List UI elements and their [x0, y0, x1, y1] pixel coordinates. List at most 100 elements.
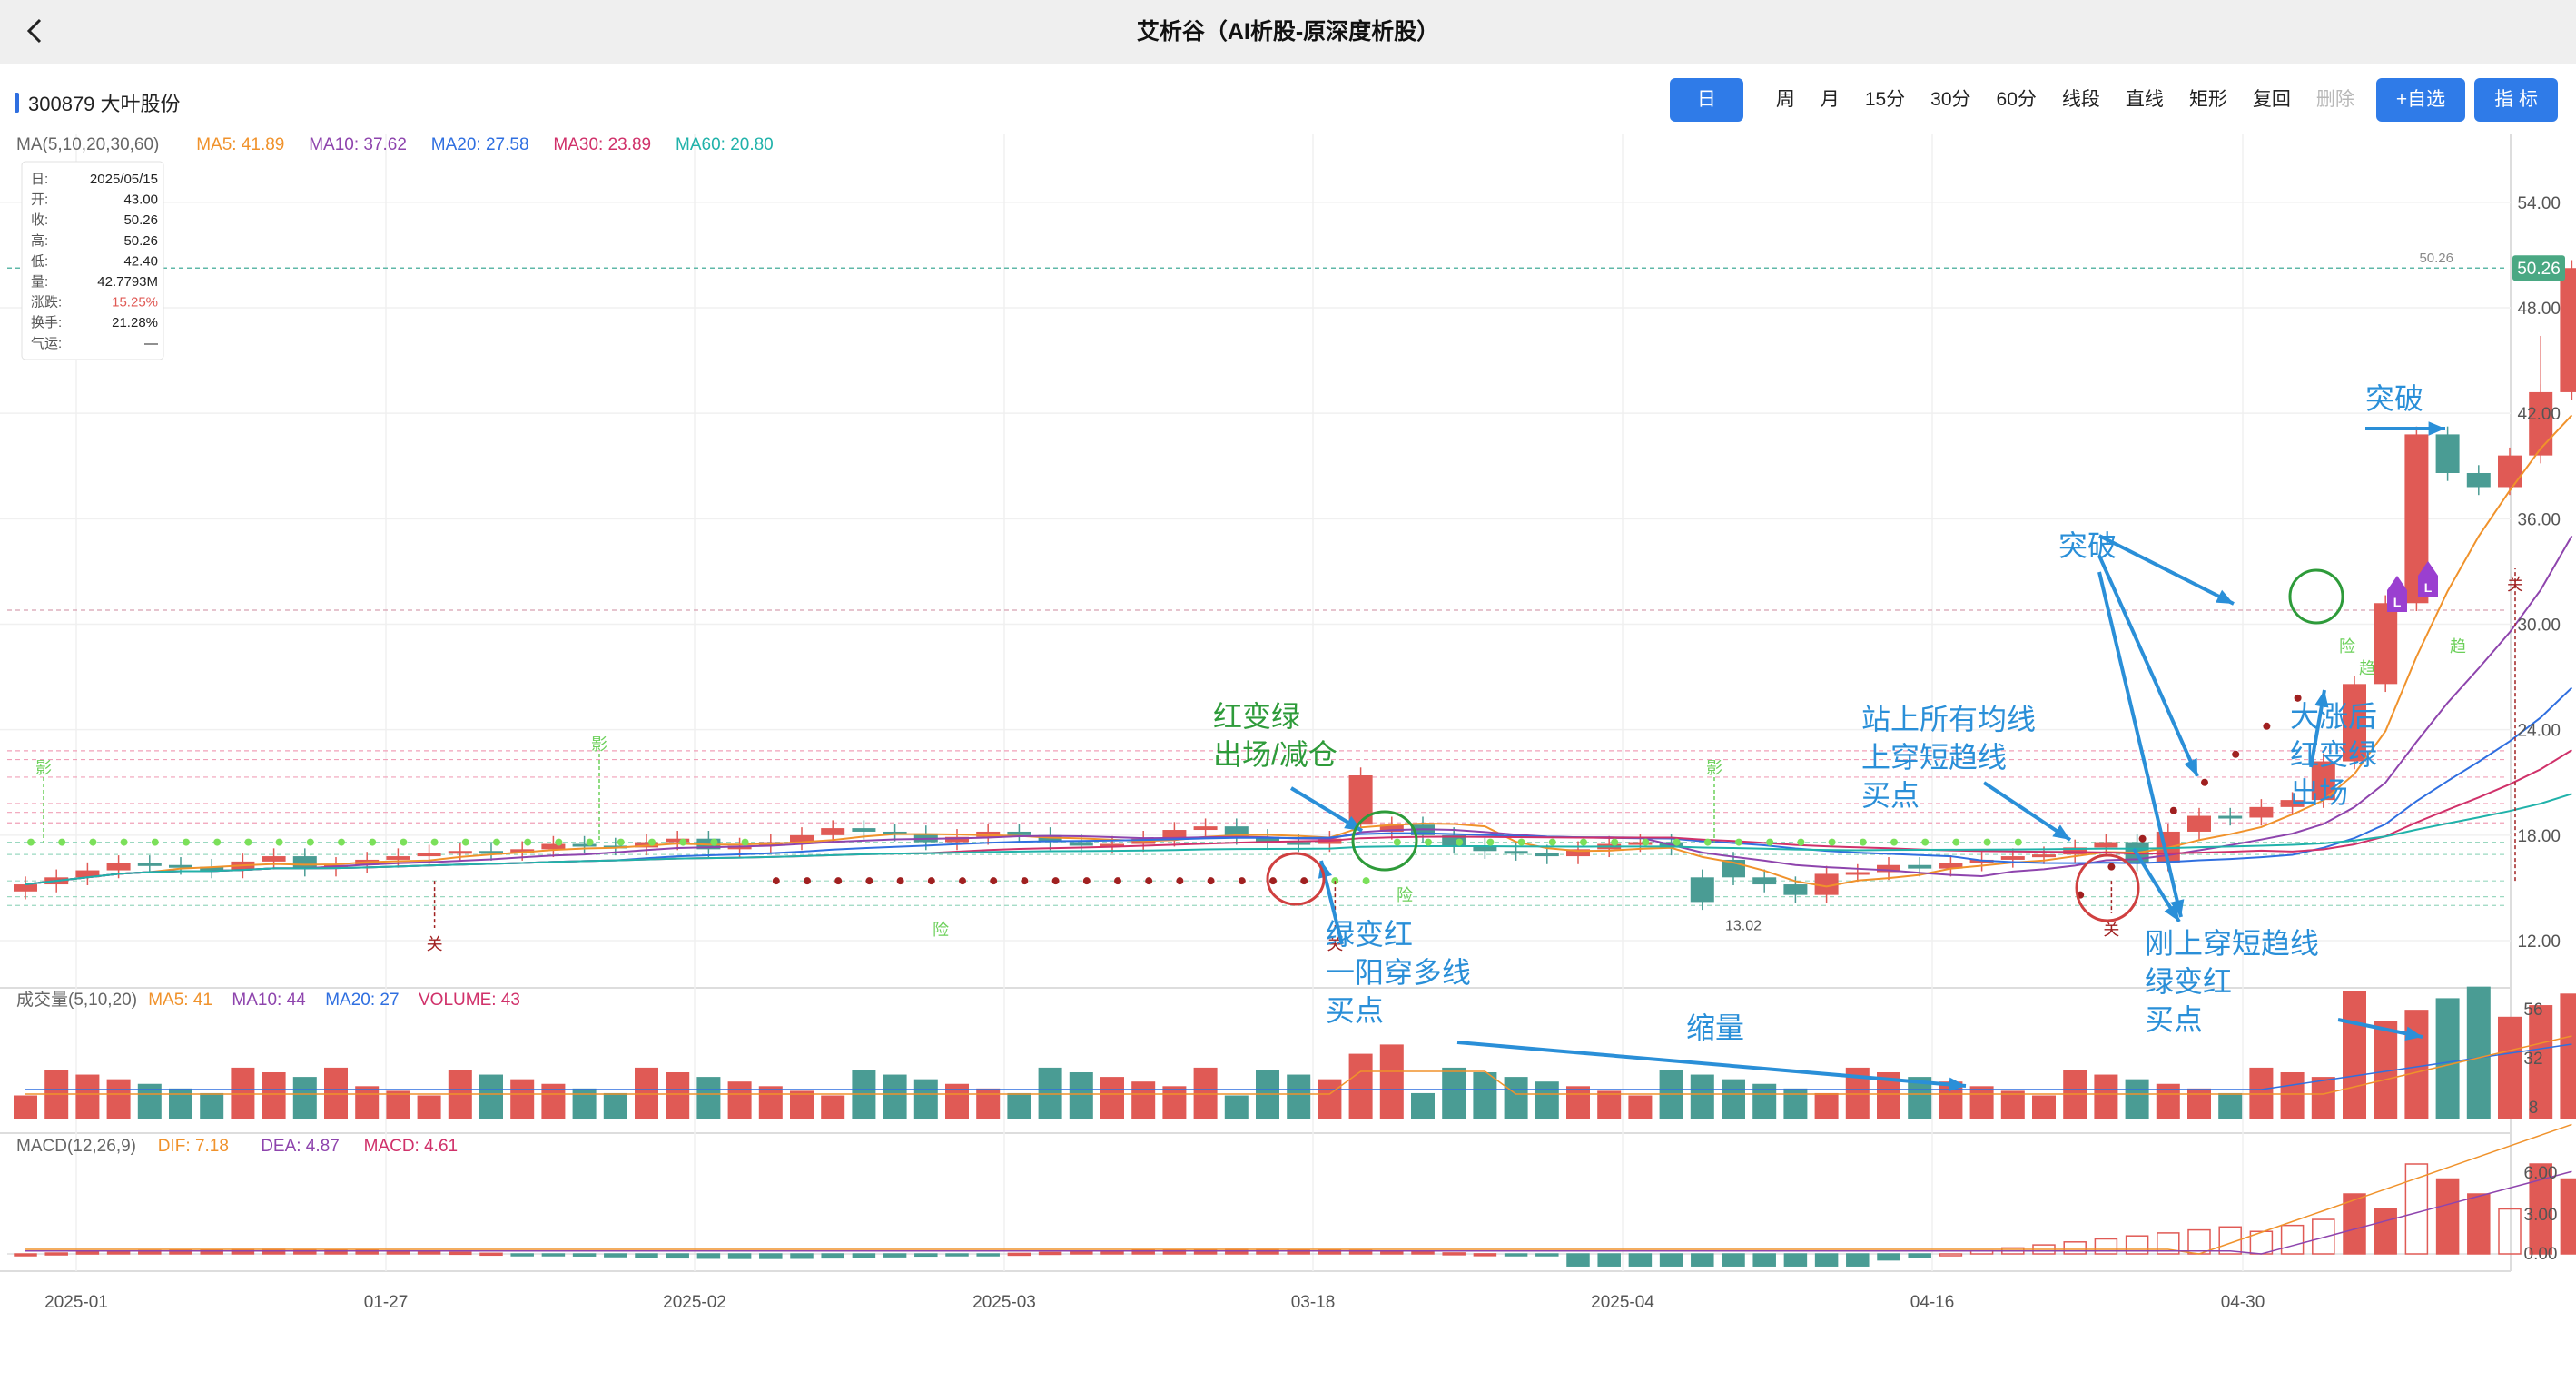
- period-30m-button[interactable]: 30分: [1930, 89, 1971, 110]
- candle-down[interactable]: [883, 831, 907, 834]
- volume-bar[interactable]: [666, 1072, 690, 1119]
- macd-bar[interactable]: [666, 1253, 689, 1259]
- macd-bar[interactable]: [1473, 1253, 1497, 1257]
- macd-bar[interactable]: [2218, 1226, 2242, 1255]
- candle-down[interactable]: [913, 833, 938, 843]
- candle-down[interactable]: [292, 856, 317, 869]
- period-15m-button[interactable]: 15分: [1864, 89, 1906, 110]
- volume-bar[interactable]: [1069, 1072, 1093, 1119]
- signal-L-marker[interactable]: [2418, 561, 2438, 597]
- macd-bar[interactable]: [14, 1253, 37, 1257]
- macd-bar[interactable]: [635, 1253, 658, 1258]
- candle-down[interactable]: [2435, 434, 2460, 473]
- volume-bar[interactable]: [2560, 993, 2576, 1119]
- macd-bar[interactable]: [1256, 1248, 1279, 1255]
- draw-rect-button[interactable]: 矩形: [2188, 89, 2227, 110]
- candle-up[interactable]: [1348, 775, 1373, 825]
- volume-bar[interactable]: [1969, 1086, 1994, 1119]
- macd-bar[interactable]: [1411, 1251, 1435, 1255]
- candle-up[interactable]: [1193, 826, 1218, 831]
- macd-bar[interactable]: [231, 1248, 255, 1255]
- volume-bar[interactable]: [727, 1081, 752, 1119]
- macd-bar[interactable]: [1504, 1253, 1528, 1257]
- macd-bar[interactable]: [852, 1253, 876, 1258]
- candle-up[interactable]: [541, 843, 566, 850]
- macd-bar[interactable]: [1535, 1253, 1559, 1257]
- volume-bar[interactable]: [2435, 998, 2460, 1119]
- macd-bar[interactable]: [1566, 1253, 1590, 1267]
- period-month-button[interactable]: 月: [1820, 89, 1840, 110]
- volume-bar[interactable]: [758, 1086, 783, 1119]
- candle-up[interactable]: [2063, 847, 2087, 855]
- macd-bar[interactable]: [2529, 1163, 2552, 1255]
- period-week-button[interactable]: 周: [1775, 89, 1795, 110]
- macd-bar[interactable]: [727, 1253, 752, 1259]
- volume-bar[interactable]: [1783, 1088, 1808, 1119]
- volume-bar[interactable]: [821, 1095, 845, 1120]
- candle-down[interactable]: [1007, 831, 1031, 835]
- macd-bar[interactable]: [449, 1251, 472, 1256]
- macd-bar[interactable]: [2063, 1241, 2087, 1255]
- candle-down[interactable]: [1690, 877, 1714, 903]
- back-arrow-icon[interactable]: [16, 13, 53, 49]
- macd-bar[interactable]: [1752, 1253, 1776, 1267]
- kline-chart[interactable]: 54.00 48.00 42.00 36.00 30.00 24.00 18.00 12.00…: [0, 127, 2576, 1381]
- period-day-button[interactable]: 日: [1669, 78, 1743, 122]
- volume-bar[interactable]: [883, 1074, 907, 1119]
- volume-bar[interactable]: [2529, 1005, 2553, 1119]
- candle-down[interactable]: [2218, 815, 2243, 819]
- period-60m-button[interactable]: 60分: [1996, 89, 2037, 110]
- candle-down[interactable]: [1442, 834, 1466, 846]
- candle-up[interactable]: [417, 853, 441, 857]
- draw-segment-button[interactable]: 线段: [2061, 89, 2100, 110]
- volume-bar[interactable]: [2280, 1072, 2305, 1119]
- macd-bar[interactable]: [44, 1252, 68, 1256]
- add-watchlist-button[interactable]: +自选: [2375, 78, 2466, 122]
- candle-up[interactable]: [75, 870, 100, 878]
- macd-bar[interactable]: [2374, 1208, 2397, 1255]
- macd-bar[interactable]: [572, 1253, 597, 1257]
- candle-down[interactable]: [572, 843, 597, 847]
- macd-bar[interactable]: [2560, 1178, 2576, 1255]
- candle-up[interactable]: [1566, 849, 1590, 857]
- macd-bar[interactable]: [2094, 1238, 2118, 1255]
- macd-bar[interactable]: [1038, 1251, 1062, 1256]
- candle-up[interactable]: [2498, 455, 2522, 488]
- volume-bar[interactable]: [572, 1088, 597, 1119]
- macd-bar[interactable]: [2157, 1232, 2180, 1255]
- macd-bar[interactable]: [821, 1253, 844, 1259]
- volume-bar[interactable]: [1597, 1090, 1622, 1119]
- candle-up[interactable]: [2560, 268, 2576, 392]
- candle-down[interactable]: [1224, 826, 1249, 837]
- volume-bar[interactable]: [417, 1095, 441, 1120]
- volume-bar[interactable]: [1628, 1095, 1653, 1120]
- volume-bar[interactable]: [2000, 1090, 2025, 1119]
- delete-button[interactable]: 删除: [2315, 89, 2354, 110]
- volume-bar[interactable]: [1348, 1053, 1373, 1119]
- macd-bar[interactable]: [1846, 1253, 1870, 1267]
- candle-up[interactable]: [790, 834, 814, 843]
- macd-bar[interactable]: [1814, 1253, 1839, 1267]
- candle-up[interactable]: [1100, 843, 1124, 847]
- candle-down[interactable]: [1256, 836, 1279, 843]
- candle-up[interactable]: [1162, 830, 1187, 839]
- volume-bar[interactable]: [1162, 1086, 1187, 1119]
- volume-bar[interactable]: [1193, 1067, 1218, 1119]
- volume-bar[interactable]: [1287, 1074, 1311, 1119]
- volume-bar[interactable]: [292, 1077, 317, 1119]
- candle-up[interactable]: [1939, 863, 1963, 869]
- candle-up[interactable]: [106, 863, 131, 871]
- candle-down[interactable]: [137, 863, 162, 866]
- macd-bar[interactable]: [2404, 1163, 2429, 1255]
- volume-bar[interactable]: [1411, 1092, 1435, 1119]
- macd-bar[interactable]: [696, 1253, 721, 1259]
- volume-bar[interactable]: [2404, 1010, 2429, 1119]
- volume-bar[interactable]: [2311, 1077, 2335, 1119]
- macd-bar[interactable]: [1691, 1253, 1714, 1267]
- volume-bar[interactable]: [635, 1067, 658, 1119]
- volume-bar[interactable]: [324, 1067, 348, 1119]
- signal-L-marker[interactable]: [2387, 576, 2407, 612]
- volume-bar[interactable]: [603, 1092, 627, 1119]
- macd-bar[interactable]: [1193, 1248, 1218, 1255]
- macd-bar[interactable]: [1597, 1253, 1621, 1267]
